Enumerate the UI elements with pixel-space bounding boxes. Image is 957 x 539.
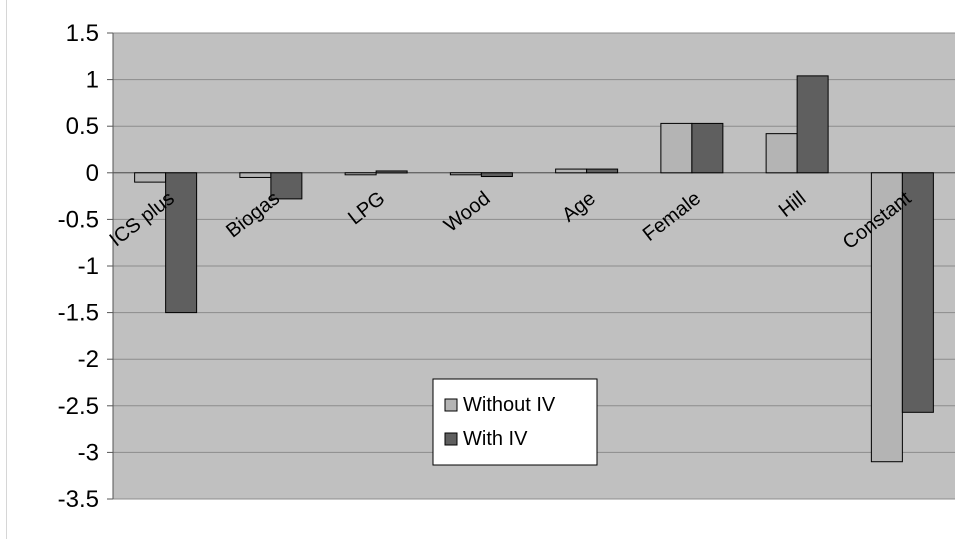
y-tick-label: -1.5 [58, 300, 99, 327]
y-tick-label: -1 [78, 253, 99, 280]
legend-label: Without IV [463, 394, 556, 416]
bar-with-iv-hill [796, 75, 829, 174]
bar-without-iv-age [555, 168, 588, 174]
y-tick-label: -3 [78, 439, 99, 466]
y-tick-label: 1 [86, 67, 99, 94]
legend-box [432, 378, 598, 466]
y-tick-label: -2.5 [58, 393, 99, 420]
y-tick-label: 0 [86, 160, 99, 187]
y-tick-label: 1.5 [66, 20, 99, 47]
bar-with-iv-age [586, 168, 619, 174]
y-tick-label: -2 [78, 346, 99, 373]
bar-without-iv-constant [870, 172, 903, 463]
y-tick-label: -3.5 [58, 486, 99, 513]
bar-without-iv-wood [449, 172, 482, 176]
bar-without-iv-female [660, 122, 693, 174]
legend-label: With IV [463, 428, 528, 450]
bar-without-iv-lpg [344, 172, 377, 176]
bar-without-iv-biogas [239, 172, 272, 178]
bar-with-iv-female [691, 122, 724, 174]
bar-with-iv-ics-plus [165, 172, 198, 314]
bar-with-iv-lpg [375, 170, 408, 174]
legend-swatch-without-iv [444, 398, 458, 412]
bar-with-iv-constant [901, 172, 934, 413]
bar-without-iv-ics-plus [134, 172, 167, 183]
bar-with-iv-biogas [270, 172, 303, 200]
y-tick-label: -0.5 [58, 206, 99, 233]
left-edge-rule [6, 0, 7, 539]
legend-swatch-with-iv [444, 432, 458, 446]
y-tick-label: 0.5 [66, 113, 99, 140]
bar-with-iv-wood [480, 172, 513, 178]
bar-without-iv-hill [765, 133, 798, 174]
